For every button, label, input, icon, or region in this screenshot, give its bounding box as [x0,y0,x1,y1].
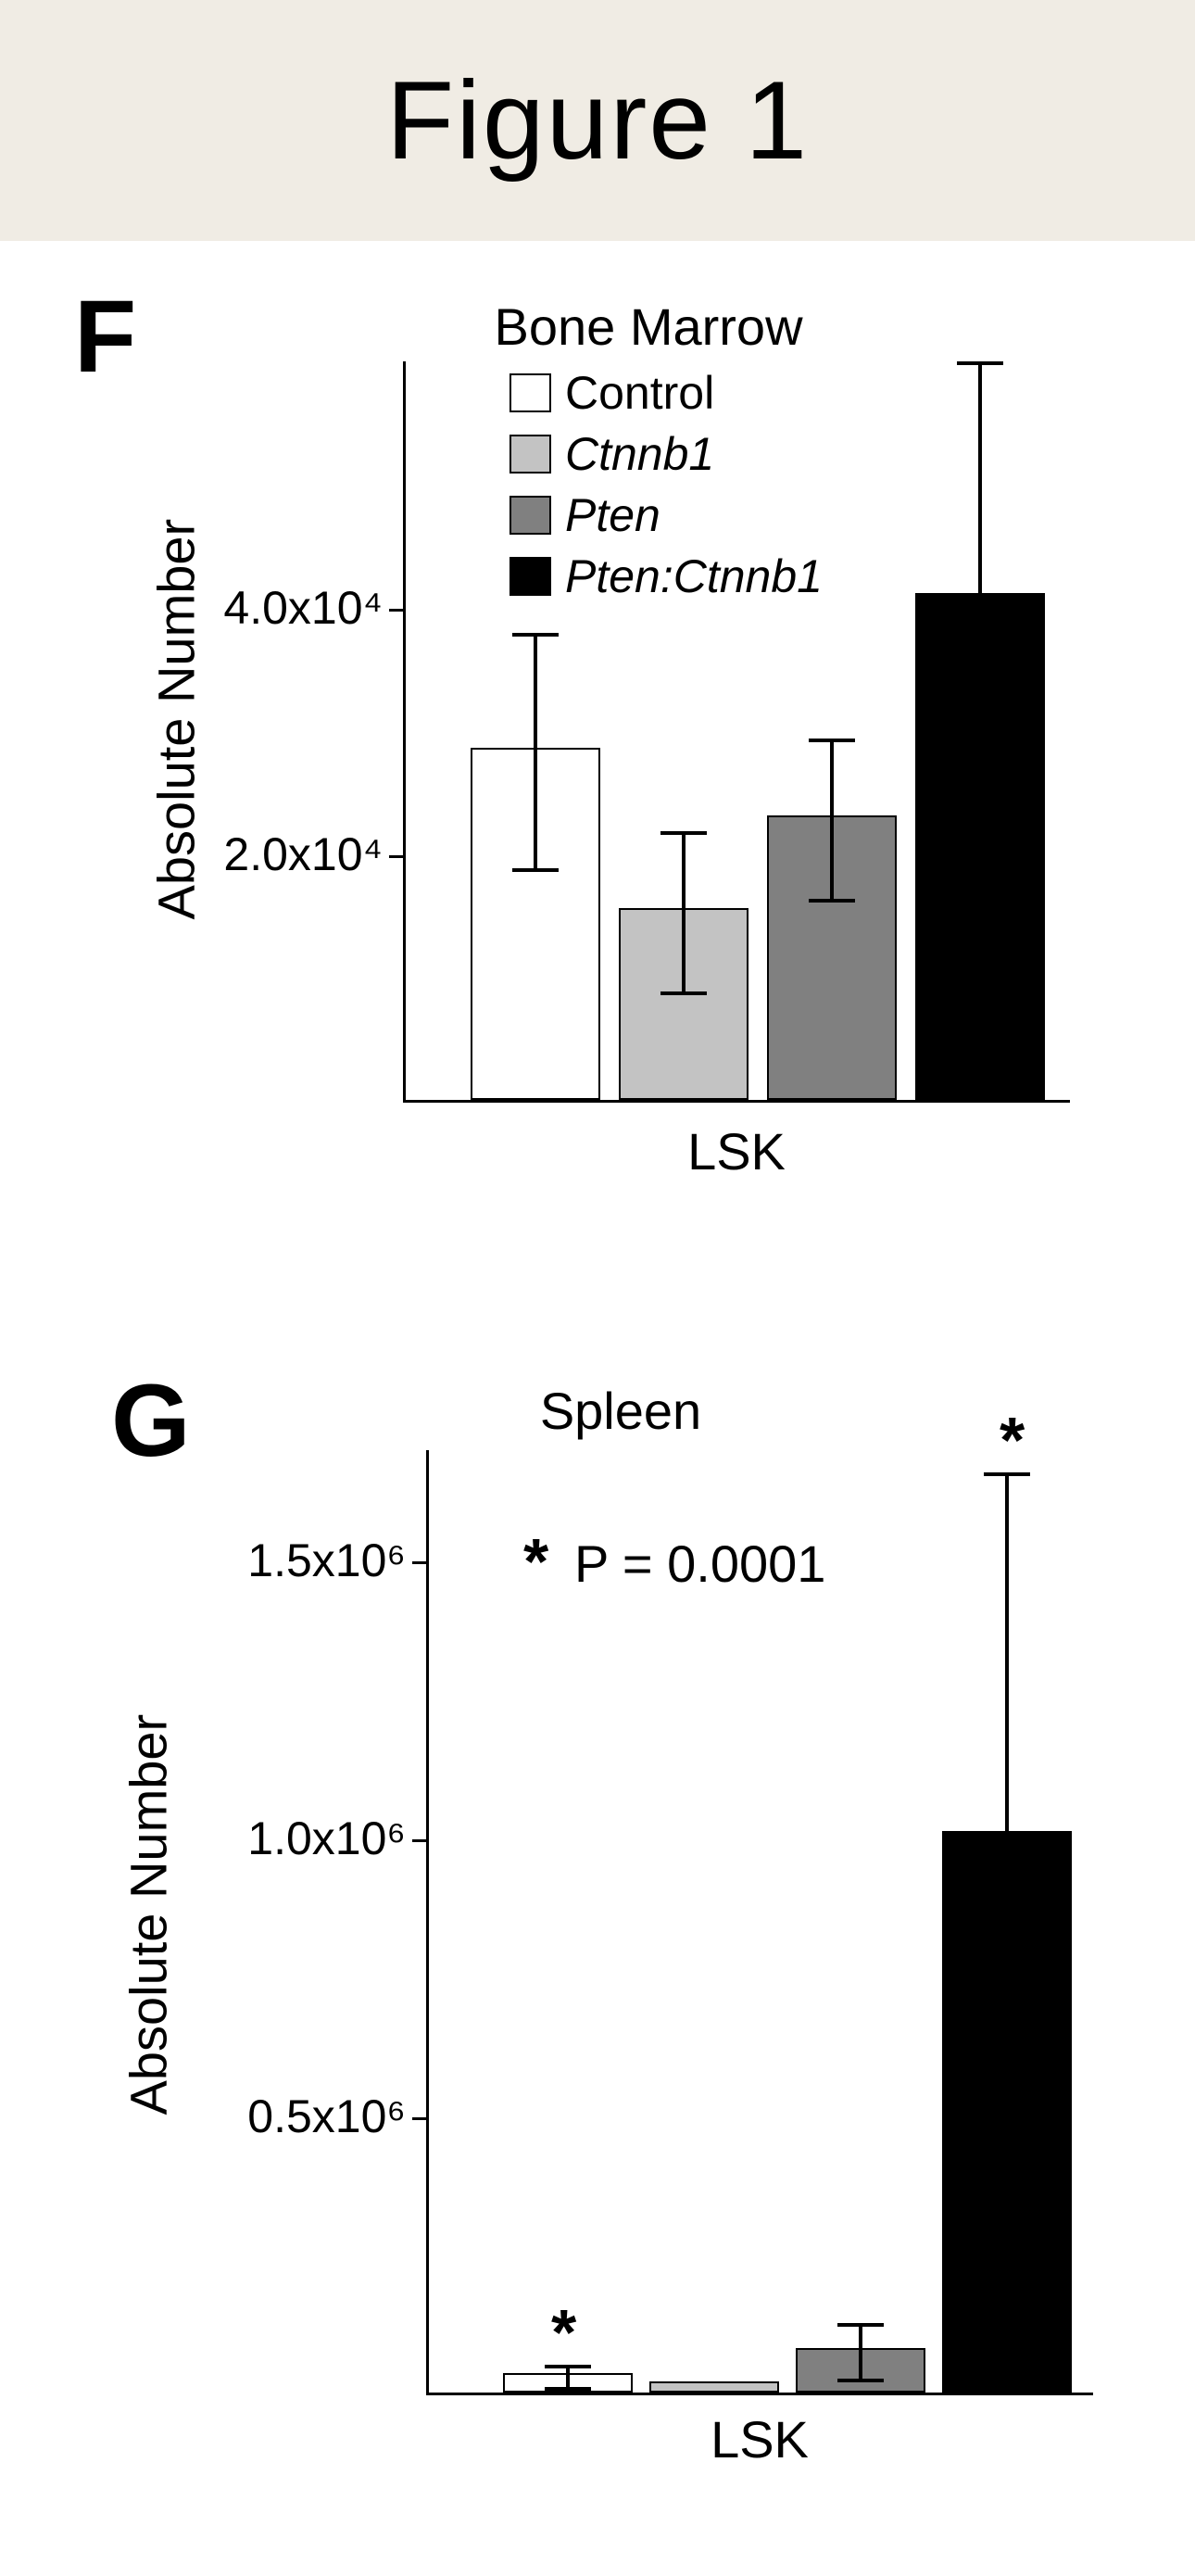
legend-label: Pten [565,488,660,542]
y-tick-label: 0.5x10⁶ [207,2090,406,2143]
legend-swatch [509,557,551,596]
legend-swatch [509,435,551,474]
error-bar [830,739,834,899]
error-cap [837,2379,884,2382]
y-tick [412,2117,429,2120]
legend-label: Pten:Ctnnb1 [565,549,823,603]
error-cap [809,899,855,903]
chart-g-title: Spleen [482,1381,760,1441]
chart-f-xlabel: LSK [403,1121,1070,1181]
y-tick [412,1561,429,1564]
legend-swatch [509,496,551,535]
chart-g-xlabel: LSK [426,2409,1093,2469]
y-tick [389,855,406,858]
error-bar [978,361,982,596]
pvalue-text: P = 0.0001 [574,1534,825,1594]
error-cap [837,2323,884,2327]
pvalue-star: * [523,1524,548,1598]
legend-item: Pten [509,488,823,542]
y-tick-label: 4.0x10⁴ [207,581,383,635]
chart-f-ylabel: Absolute Number [146,549,207,920]
error-cap [660,831,707,835]
y-tick-label: 1.5x10⁶ [207,1534,406,1587]
bar [649,2381,779,2393]
chart-g-container: Spleen Absolute Number 0.5x10⁶1.0x10⁶1.5… [278,1381,1084,2530]
legend-label: Ctnnb1 [565,427,714,481]
panel-f-label: F [74,278,136,396]
bar [942,1831,1072,2393]
legend-item: Pten:Ctnnb1 [509,549,823,603]
error-bar [859,2323,862,2379]
y-tick [412,1839,429,1842]
panel-g-label: G [111,1362,191,1480]
y-tick-label: 1.0x10⁶ [207,1812,406,1865]
error-cap [957,361,1003,365]
significance-star: * [551,2295,576,2369]
figure-title: Figure 1 [386,57,809,184]
legend-item: Ctnnb1 [509,427,823,481]
bar [915,593,1045,1100]
panel-g: G Spleen Absolute Number 0.5x10⁶1.0x10⁶1… [0,1362,1195,2548]
error-cap [545,2387,591,2391]
error-bar [682,831,686,991]
y-tick-label: 2.0x10⁴ [207,827,383,881]
legend-item: Control [509,366,823,420]
error-cap [660,991,707,995]
chart-g-ylabel: Absolute Number [119,1745,179,2115]
legend-f: Control Ctnnb1 Pten Pten:Ctnnb1 [509,366,823,611]
significance-star: * [1000,1403,1025,1477]
chart-f-container: Bone Marrow Absolute Number 2.0x10⁴4.0x1… [278,297,1084,1242]
legend-swatch [509,373,551,412]
error-bar [534,633,537,867]
legend-label: Control [565,366,714,420]
chart-f-title: Bone Marrow [463,297,834,357]
y-tick [389,609,406,612]
error-bar [1005,1472,1009,1834]
title-band: Figure 1 [0,0,1195,241]
panel-f: F Bone Marrow Absolute Number 2.0x10⁴4.0… [0,278,1195,1260]
error-cap [512,633,559,637]
error-cap [809,739,855,742]
error-cap [512,868,559,872]
